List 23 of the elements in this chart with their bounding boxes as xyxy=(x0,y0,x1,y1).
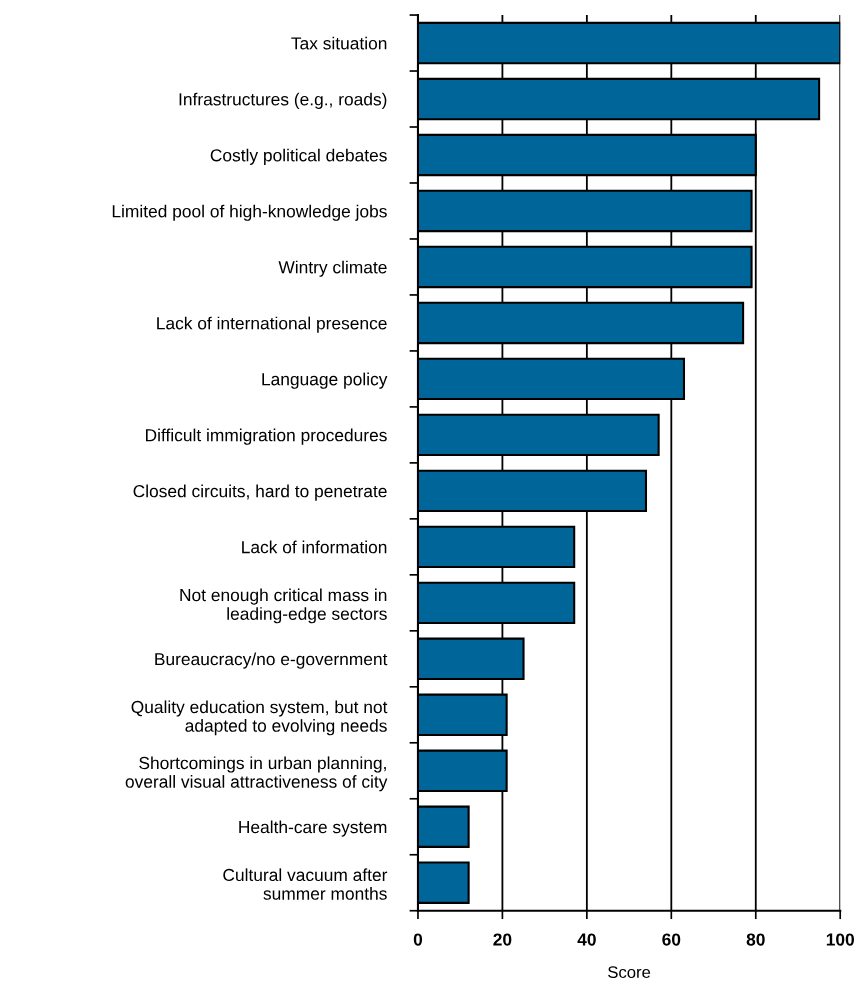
y-tick-label: Health-care system xyxy=(239,820,387,837)
y-tick-label: Difficult immigration procedures xyxy=(146,428,387,445)
y-tick-label: Lack of international presence xyxy=(157,316,387,333)
x-axis-title: Score xyxy=(608,966,651,979)
y-tick-label: Not enough critical mass in leading-edge sectors xyxy=(180,588,387,624)
y-tick-label: Language policy xyxy=(262,372,388,389)
y-tick-label: Infrastructures (e.g., roads) xyxy=(179,92,387,109)
y-tick-label: Closed circuits, hard to penetrate xyxy=(133,484,387,501)
y-tick-label: Tax situation xyxy=(291,36,387,50)
x-tick-label: 20 xyxy=(493,933,512,946)
x-tick-label: 0 xyxy=(413,933,423,946)
x-tick-label: 40 xyxy=(577,933,596,946)
y-tick-label: Wintry climate xyxy=(278,260,387,277)
y-tick-label: Quality education system, but not adapted to evolving needs xyxy=(131,700,388,736)
y-tick-label: Bureaucracy/no e-government xyxy=(155,652,388,669)
x-tick-label: 100 xyxy=(826,933,854,946)
x-tick-label: 80 xyxy=(746,933,765,946)
x-tick-label: 60 xyxy=(662,933,681,946)
y-tick-label: Cultural vacuum after summer months xyxy=(223,868,388,900)
y-tick-label: Shortcomings in urban planning, overall visual attractiveness of city xyxy=(125,756,388,792)
y-tick-label: Costly political debates xyxy=(210,148,387,165)
y-tick-label: Limited pool of high-knowledge jobs xyxy=(112,204,387,221)
y-tick-label: Lack of information xyxy=(242,540,387,554)
